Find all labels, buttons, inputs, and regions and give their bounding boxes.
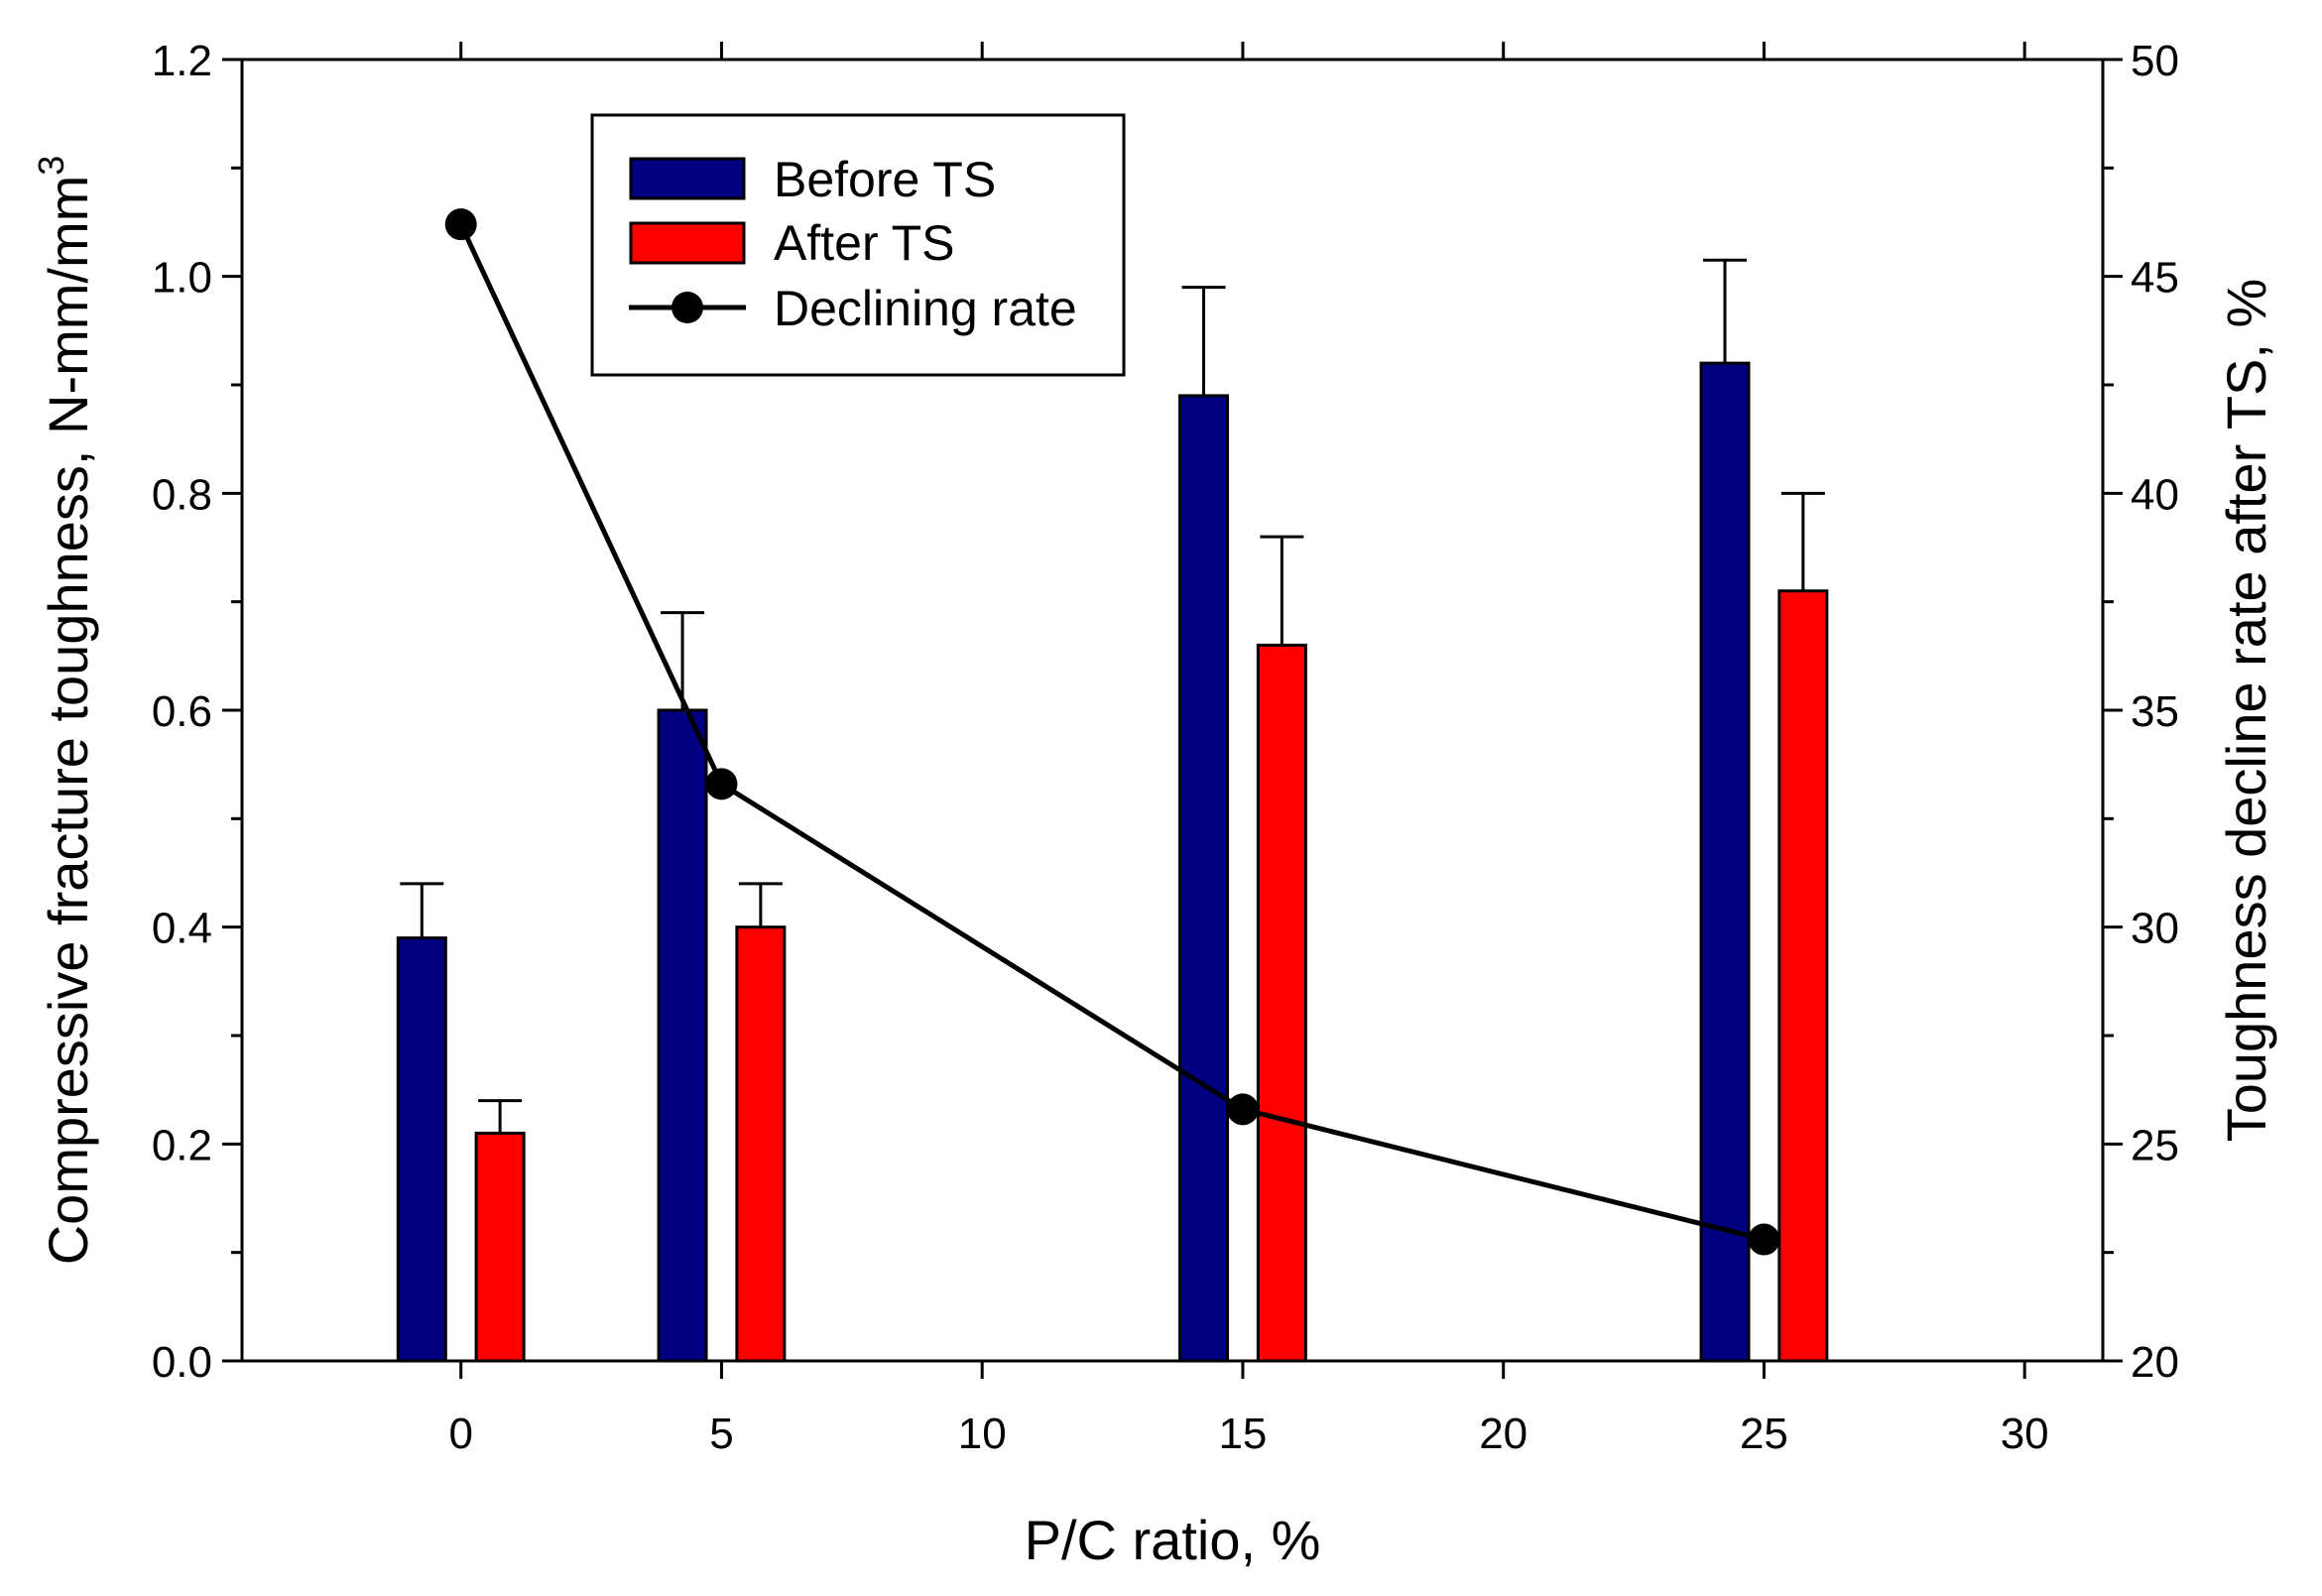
legend-label-declining-rate: Declining rate xyxy=(774,281,1077,336)
bar-before-ts xyxy=(1178,394,1230,1363)
x-tick-label: 15 xyxy=(1218,1410,1267,1458)
left-y-axis-ticks: 0.0 0.2 0.4 0.6 0.8 1.0 1.2 xyxy=(152,37,242,1387)
declining-rate-point xyxy=(1748,1223,1780,1256)
right-y-tick-label: 20 xyxy=(2131,1338,2179,1387)
legend-swatch-after-ts xyxy=(629,221,746,265)
legend-swatch-before-ts xyxy=(629,157,746,200)
right-y-tick-label: 45 xyxy=(2131,254,2179,303)
legend-label-before-ts: Before TS xyxy=(774,152,996,207)
declining-rate-point xyxy=(444,208,477,241)
x-tick-label: 20 xyxy=(1479,1410,1528,1458)
declining-rate-line xyxy=(458,223,1766,1242)
left-y-axis-title-main: Compressive fracture toughness, N-mm/mm xyxy=(37,176,99,1266)
right-y-tick-label: 50 xyxy=(2131,37,2179,85)
right-y-tick-label: 35 xyxy=(2131,687,2179,736)
declining-rate-point xyxy=(1226,1093,1259,1126)
x-tick-label: 10 xyxy=(958,1410,1007,1458)
x-tick-label: 30 xyxy=(2001,1410,2049,1458)
declining-rate-series xyxy=(444,208,1780,1256)
bar-after-ts xyxy=(1777,589,1829,1363)
left-y-tick-label: 1.0 xyxy=(152,254,212,303)
right-y-axis-title: Toughness decline rate after TS, % xyxy=(2215,279,2277,1143)
x-axis-title: P/C ratio, % xyxy=(1025,1509,1321,1571)
left-y-axis-title-superscript: 3 xyxy=(31,156,71,176)
declining-rate-point xyxy=(705,768,738,800)
legend-label-after-ts: After TS xyxy=(774,215,954,271)
legend: Before TS After TS Declining rate xyxy=(590,113,1126,377)
right-y-axis-ticks: 20 25 30 35 40 45 50 xyxy=(2103,37,2179,1387)
bar-after-ts xyxy=(474,1131,526,1363)
left-y-tick-label: 0.0 xyxy=(152,1338,212,1387)
bars xyxy=(396,361,1829,1363)
x-tick-label: 5 xyxy=(709,1410,733,1458)
x-tick-label: 25 xyxy=(1740,1410,1788,1458)
x-axis-ticks: 0 5 10 15 20 25 30 xyxy=(448,42,2049,1458)
error-bars xyxy=(400,258,1825,1134)
x-tick-label: 0 xyxy=(448,1410,472,1458)
bar-before-ts xyxy=(657,708,708,1363)
left-y-tick-label: 0.2 xyxy=(152,1121,212,1169)
bar-after-ts xyxy=(1256,643,1307,1363)
bar-before-ts xyxy=(396,936,447,1363)
legend-marker-declining-rate xyxy=(672,292,703,323)
left-y-tick-label: 1.2 xyxy=(152,37,212,85)
left-y-axis-title: Compressive fracture toughness, N-mm/mm3 xyxy=(31,156,99,1266)
right-y-tick-label: 25 xyxy=(2131,1121,2179,1169)
bar-after-ts xyxy=(735,925,787,1363)
left-y-tick-label: 0.4 xyxy=(152,905,212,953)
right-y-tick-label: 30 xyxy=(2131,905,2179,953)
right-y-tick-label: 40 xyxy=(2131,470,2179,519)
left-y-tick-label: 0.6 xyxy=(152,687,212,736)
bar-before-ts xyxy=(1699,361,1751,1363)
left-y-tick-label: 0.8 xyxy=(152,470,212,519)
